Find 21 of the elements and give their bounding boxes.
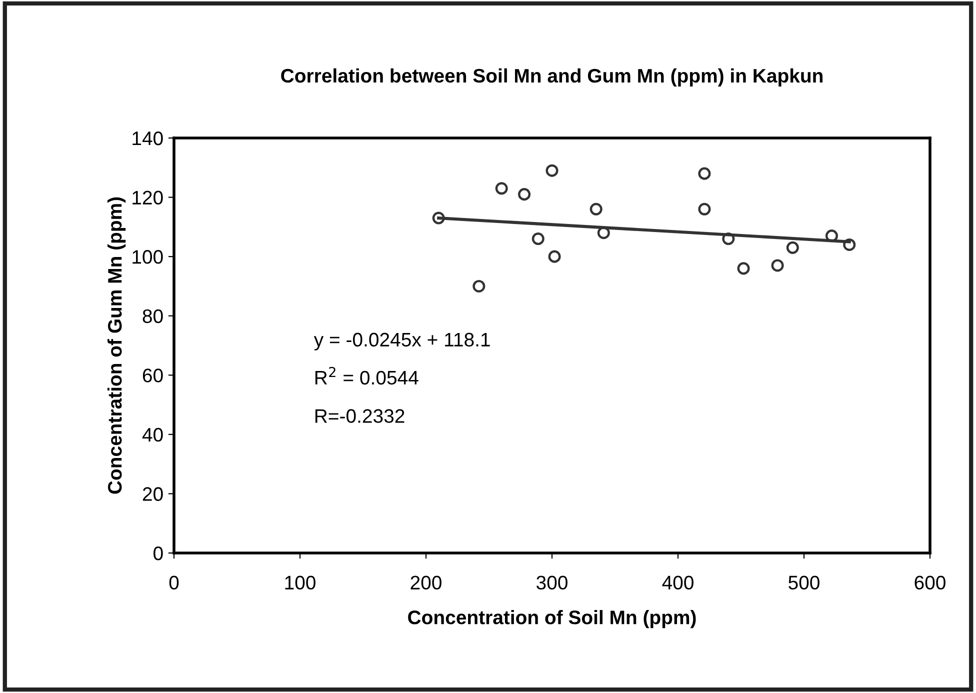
x-tick-label: 0 <box>169 576 179 590</box>
chart-title: Correlation between Soil Mn and Gum Mn (ppm) in Kapkun <box>281 68 822 86</box>
y-tick-label: 0 <box>154 546 163 560</box>
annotation: R=-0.2332 <box>315 409 404 423</box>
x-tick-label: 500 <box>788 576 820 590</box>
y-tick-label: 20 <box>142 487 163 501</box>
y-tick-label: 60 <box>142 368 163 382</box>
y-tick-label: 120 <box>132 190 163 205</box>
annotation: y = -0.0245x + 118.1 <box>314 332 490 350</box>
y-tick-label: 140 <box>132 131 163 146</box>
x-tick-label: 200 <box>410 576 442 590</box>
x-tick-label: 300 <box>536 576 568 590</box>
annotation: R$^{2}$ = 0.0544 <box>315 366 418 385</box>
y-tick-label: 40 <box>142 428 163 442</box>
x-tick-label: 600 <box>914 576 946 590</box>
y-axis-title: Concentration of Gum Mn (ppm) <box>107 197 126 494</box>
y-tick-label: 100 <box>132 250 163 264</box>
x-tick-label: 100 <box>285 576 316 590</box>
y-tick-label: 80 <box>142 309 163 324</box>
x-tick-label: 400 <box>662 576 694 590</box>
x-axis-title: Concentration of Soil Mn (ppm) <box>408 610 696 628</box>
